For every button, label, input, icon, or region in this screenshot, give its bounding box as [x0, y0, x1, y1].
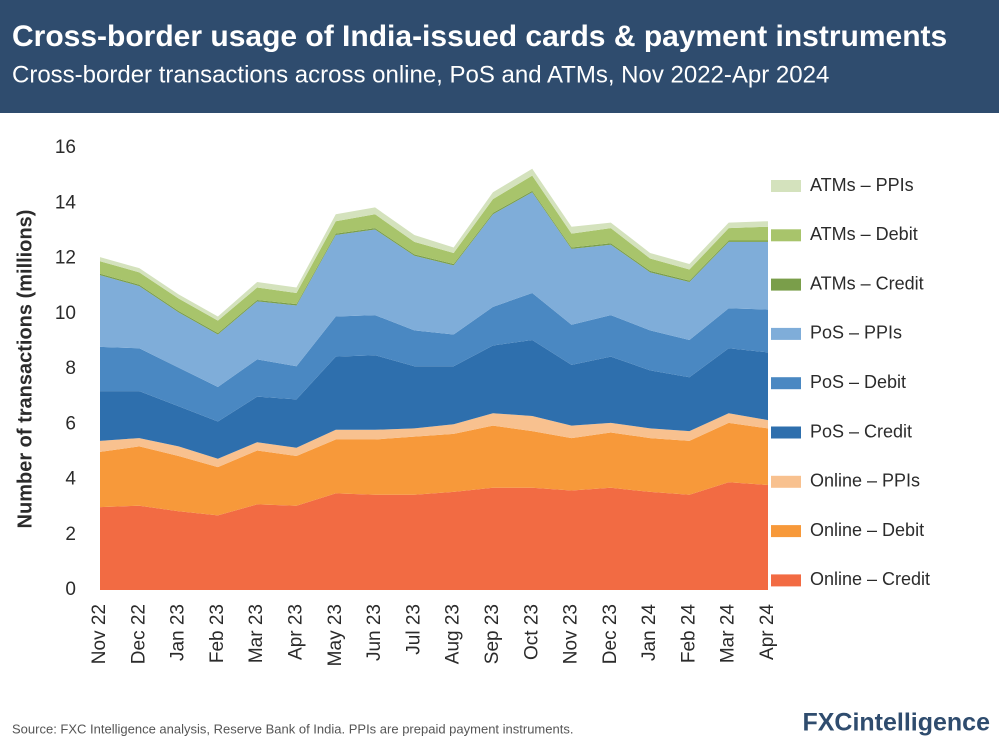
x-tick-label: Dec 23: [600, 604, 621, 664]
chart-title: Cross-border usage of India-issued cards…: [12, 20, 947, 53]
legend-label: PoS – Debit: [810, 372, 906, 392]
y-tick-label: 14: [55, 192, 77, 213]
y-tick-label: 16: [55, 137, 76, 158]
source-note: Source: FXC Intelligence analysis, Reser…: [12, 721, 573, 736]
y-tick-label: 6: [65, 413, 76, 434]
x-tick-label: Jan 24: [639, 604, 660, 661]
area: [100, 175, 768, 334]
y-tick-label: 10: [55, 303, 76, 324]
legend-swatch: [771, 377, 801, 390]
area: [100, 422, 768, 516]
x-tick-label: Jan 23: [168, 604, 189, 661]
legend-swatch: [771, 574, 801, 587]
x-tick-label: Feb 23: [207, 604, 228, 663]
area: [100, 168, 768, 321]
legend-label: ATMs – Credit: [810, 273, 924, 293]
area: [100, 413, 768, 468]
x-tick-label: Jun 23: [364, 604, 385, 661]
y-tick-label: 8: [65, 358, 76, 379]
y-tick-label: 0: [65, 579, 76, 600]
x-tick-label: Oct 23: [521, 604, 542, 660]
x-tick-label: Nov 23: [561, 604, 582, 664]
area: [100, 482, 768, 590]
logo: FXCintelligence: [802, 709, 990, 737]
x-tick-label: Nov 22: [89, 604, 110, 664]
legend-swatch: [771, 475, 801, 488]
legend-swatch: [771, 525, 801, 538]
legend-label: Online – Debit: [810, 520, 924, 540]
x-tick-label: Mar 23: [246, 604, 267, 663]
legend-swatch: [771, 229, 801, 242]
legend-swatch: [771, 426, 801, 439]
x-tick-label: Sep 23: [482, 604, 503, 664]
legend-label: Online – PPIs: [810, 471, 920, 491]
y-axis-label: Number of transactions (millions): [14, 210, 36, 529]
legend-label: ATMs – Debit: [810, 224, 918, 244]
legend-label: Online – Credit: [810, 569, 930, 589]
chart-subtitle: Cross-border transactions across online,…: [12, 61, 829, 88]
x-tick-label: Feb 24: [678, 604, 699, 664]
x-tick-label: Dec 22: [128, 604, 149, 664]
area: [100, 192, 768, 387]
x-tick-label: Apr 24: [757, 604, 778, 660]
legend-label: PoS – PPIs: [810, 323, 902, 343]
legend-label: ATMs – PPIs: [810, 175, 914, 195]
area: [100, 293, 768, 422]
legend-swatch: [771, 278, 801, 291]
legend-swatch: [771, 327, 801, 340]
x-tick-label: Mar 24: [718, 604, 739, 664]
legend-label: PoS – Credit: [810, 421, 912, 441]
x-tick-label: May 23: [325, 604, 346, 666]
y-tick-label: 4: [65, 469, 76, 490]
area: [100, 339, 768, 459]
x-tick-label: Aug 23: [443, 604, 464, 664]
y-tick-label: 2: [65, 524, 76, 545]
legend-swatch: [771, 180, 801, 192]
y-tick-label: 12: [55, 248, 76, 269]
x-tick-label: Apr 23: [285, 604, 306, 660]
x-tick-label: Jul 23: [403, 604, 424, 655]
header-band: [0, 0, 999, 113]
